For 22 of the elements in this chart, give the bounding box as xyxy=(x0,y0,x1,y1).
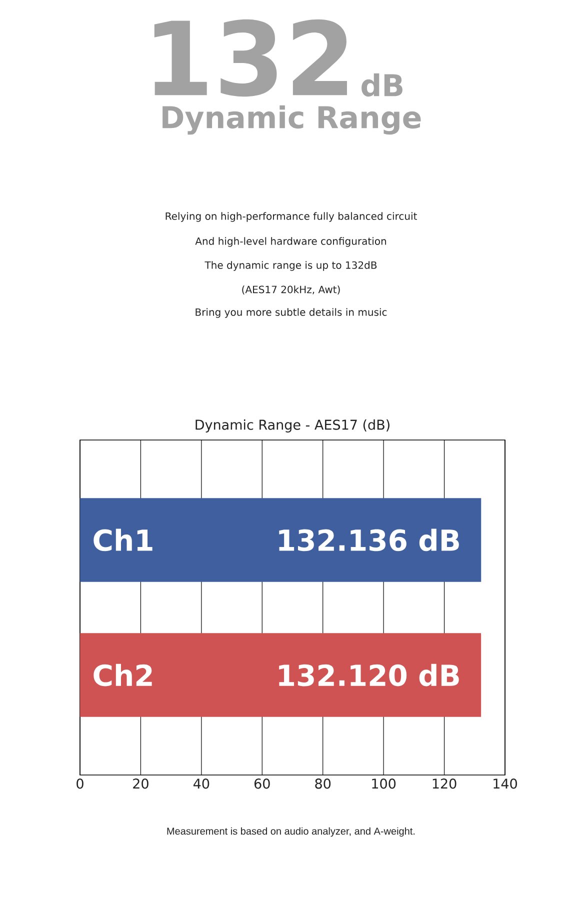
x-tick-label: 100 xyxy=(372,778,396,789)
text: Measurement is based on audio analyzer, and A-weight. xyxy=(167,827,415,837)
text: Bring you more subtle details in music xyxy=(196,308,387,318)
x-tick-label: 40 xyxy=(193,778,210,789)
text: (AES17 20kHz, Awt) xyxy=(242,286,340,294)
text: Relying on high-performance fully balanced circuit xyxy=(166,212,417,222)
data-label: 132.136 dB xyxy=(279,528,459,552)
x-tick-label: 60 xyxy=(254,778,270,789)
x-tick-label: 20 xyxy=(133,778,148,789)
text: Dynamic Range xyxy=(162,105,421,135)
y-tick-label: Ch2 xyxy=(94,664,152,686)
x-tick-label: 120 xyxy=(432,778,456,789)
x-tick-label: 140 xyxy=(494,778,517,789)
x-tick-label: 0 xyxy=(76,778,84,789)
text: And high-level hardware configuration xyxy=(195,237,386,247)
text: 132 xyxy=(154,19,347,97)
y-tick-label: Ch1 xyxy=(94,528,152,552)
text: dB xyxy=(362,73,402,97)
text: The dynamic range is up to 132dB xyxy=(204,261,377,271)
data-label: 132.120 dB xyxy=(279,664,459,686)
chart-title: Dynamic Range - AES17 (dB) xyxy=(196,419,390,432)
x-tick-label: 80 xyxy=(315,778,331,789)
